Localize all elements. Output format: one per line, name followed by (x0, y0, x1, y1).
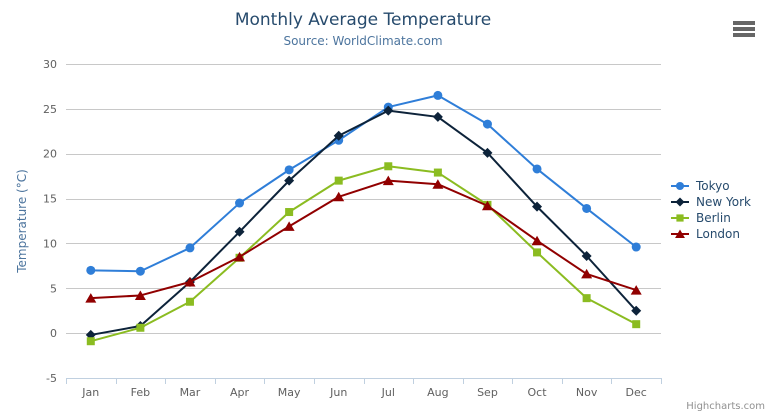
hamburger-icon (733, 21, 755, 25)
x-axis-label: May (278, 386, 301, 399)
data-point-marker[interactable] (675, 229, 685, 239)
data-point-marker[interactable] (285, 208, 294, 217)
x-axis-label: Mar (180, 386, 201, 399)
legend-marker-tokyo (671, 181, 689, 191)
data-point-marker[interactable] (234, 226, 245, 237)
data-point-marker[interactable] (432, 111, 443, 122)
x-axis-label: Oct (528, 386, 548, 399)
data-point-marker[interactable] (382, 175, 394, 186)
legend-label: Tokyo (696, 179, 730, 193)
data-point-marker[interactable] (581, 268, 593, 279)
legend-label: London (696, 227, 740, 241)
data-point-marker[interactable] (631, 305, 642, 316)
legend-item-london[interactable]: London (669, 226, 751, 242)
data-point-marker[interactable] (333, 130, 344, 141)
y-axis-label: -5 (46, 372, 57, 385)
data-point-marker[interactable] (532, 164, 542, 174)
legend-item-tokyo[interactable]: Tokyo (669, 178, 751, 194)
data-point-marker[interactable] (675, 197, 685, 207)
data-point-marker[interactable] (333, 191, 345, 202)
x-axis-label: Feb (131, 386, 150, 399)
data-point-marker[interactable] (432, 179, 444, 189)
x-axis-label: Sep (477, 386, 498, 399)
y-axis-label: 0 (50, 327, 57, 340)
data-point-marker[interactable] (632, 320, 641, 329)
data-point-marker[interactable] (532, 201, 543, 212)
data-point-marker[interactable] (482, 147, 493, 158)
data-point-marker[interactable] (433, 90, 443, 100)
data-point-marker[interactable] (384, 162, 393, 171)
data-point-marker[interactable] (135, 266, 145, 276)
data-point-marker[interactable] (234, 251, 246, 262)
data-point-marker[interactable] (481, 200, 493, 211)
data-point-marker[interactable] (675, 181, 685, 191)
data-point-marker[interactable] (283, 221, 295, 231)
data-point-marker[interactable] (582, 294, 591, 303)
x-axis-label: Dec (626, 386, 647, 399)
data-point-marker[interactable] (136, 323, 145, 332)
series-tokyo (86, 90, 641, 276)
data-point-marker[interactable] (85, 293, 97, 303)
x-axis-label: Aug (427, 386, 448, 399)
y-axis-label: 5 (50, 282, 57, 295)
data-point-marker[interactable] (630, 285, 642, 295)
hamburger-icon (733, 33, 755, 37)
data-point-marker[interactable] (185, 243, 195, 253)
legend: Tokyo New York Berlin London (669, 178, 751, 242)
data-point-marker[interactable] (631, 242, 641, 252)
data-point-marker[interactable] (185, 297, 194, 306)
data-point-marker[interactable] (334, 176, 343, 185)
legend-marker-berlin (671, 214, 689, 222)
series-new-york (85, 105, 642, 340)
data-point-marker[interactable] (134, 290, 146, 300)
y-axis-label: 20 (43, 148, 57, 161)
chart-subtitle: Source: WorldClimate.com (283, 34, 443, 48)
chart-title: Monthly Average Temperature (234, 10, 492, 30)
legend-label: Berlin (696, 211, 731, 225)
data-point-marker[interactable] (676, 214, 684, 222)
data-point-marker[interactable] (433, 168, 442, 177)
y-axis-label: 15 (43, 193, 57, 206)
x-axis-label: Jun (329, 386, 347, 399)
series-london (85, 175, 642, 303)
x-axis-label: Jul (381, 386, 395, 399)
export-menu-button[interactable] (733, 21, 755, 39)
series-line-london[interactable] (89, 179, 638, 300)
hamburger-icon (733, 27, 755, 31)
y-axis-label: 10 (43, 237, 57, 250)
data-point-marker[interactable] (531, 235, 543, 246)
highcharts-credit[interactable]: Highcharts.com (686, 401, 765, 412)
x-axis-label: Nov (576, 386, 598, 399)
data-point-marker[interactable] (184, 277, 196, 287)
x-axis-label: Apr (230, 386, 250, 399)
y-axis-title: Temperature (°C) (15, 169, 29, 273)
legend-marker-london (671, 229, 689, 239)
series-line-tokyo[interactable] (89, 94, 638, 273)
data-point-marker[interactable] (86, 265, 96, 275)
legend-marker-new-york (671, 197, 689, 207)
y-axis-label: 30 (43, 58, 57, 71)
data-point-marker[interactable] (284, 165, 294, 175)
legend-item-new-york[interactable]: New York (669, 194, 751, 210)
legend-label: New York (696, 195, 751, 209)
data-point-marker[interactable] (383, 105, 394, 116)
data-point-marker[interactable] (581, 250, 592, 261)
data-point-marker[interactable] (235, 198, 245, 208)
series-line-berlin[interactable] (89, 165, 638, 343)
series-line-new-york[interactable] (89, 109, 638, 336)
data-point-marker[interactable] (482, 119, 492, 129)
data-point-marker[interactable] (284, 175, 295, 186)
x-axis-label: Jan (81, 386, 99, 399)
y-axis-label: 25 (43, 103, 57, 116)
data-point-marker[interactable] (86, 337, 95, 346)
data-point-marker[interactable] (582, 203, 592, 213)
legend-item-berlin[interactable]: Berlin (669, 210, 751, 226)
data-point-marker[interactable] (533, 248, 542, 257)
